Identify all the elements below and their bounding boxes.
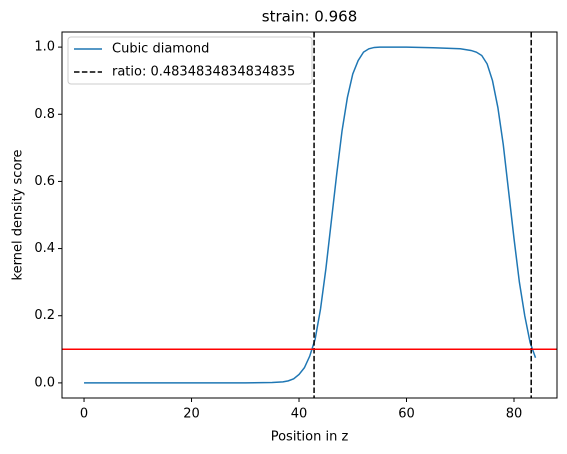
y-tick-label: 0.6 bbox=[34, 174, 55, 189]
legend-label: ratio: 0.4834834834834835 bbox=[112, 65, 295, 80]
x-tick-label: 40 bbox=[291, 407, 308, 422]
legend: Cubic diamond ratio: 0.4834834834834835 bbox=[67, 36, 313, 85]
data-line bbox=[84, 46, 537, 384]
plot-area bbox=[62, 32, 557, 398]
axes-frame bbox=[61, 31, 558, 399]
x-tick-label: 60 bbox=[398, 407, 415, 422]
x-axis-label: Position in z bbox=[271, 430, 349, 445]
legend-label: Cubic diamond bbox=[112, 42, 209, 57]
y-tick-label: 0.0 bbox=[34, 375, 55, 390]
y-tick-label: 1.0 bbox=[34, 40, 55, 55]
x-tick-label: 20 bbox=[183, 407, 200, 422]
y-axis-label: kernel density score bbox=[11, 150, 26, 281]
legend-box bbox=[67, 36, 313, 85]
y-tick-label: 0.8 bbox=[34, 107, 55, 122]
x-tick-label: 0 bbox=[80, 407, 88, 422]
x-tick-label: 80 bbox=[506, 407, 523, 422]
y-tick-label: 0.4 bbox=[34, 241, 55, 256]
chart-title: strain: 0.968 bbox=[262, 8, 358, 26]
y-tick-label: 0.2 bbox=[34, 308, 55, 323]
